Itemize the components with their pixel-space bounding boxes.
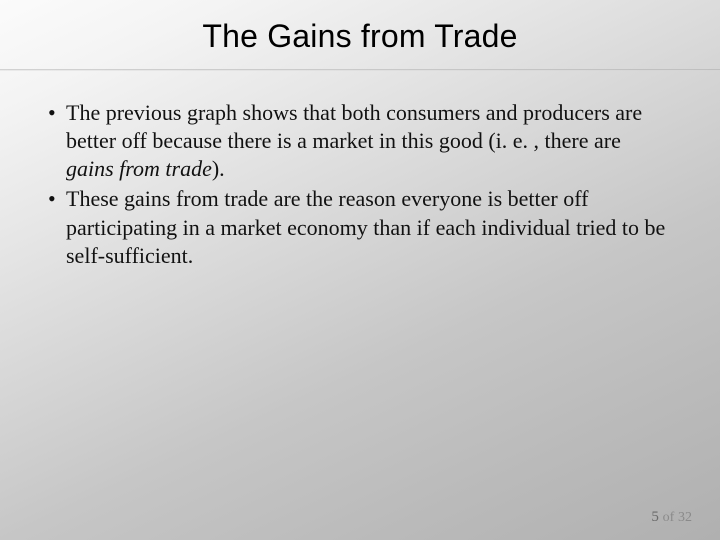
slide-title: The Gains from Trade: [0, 18, 720, 55]
page-current: 5: [651, 509, 659, 525]
slide: The Gains from Trade The previous graph …: [0, 0, 720, 540]
bullet-text-post: ).: [212, 156, 225, 181]
bullet-text-pre: The previous graph shows that both consu…: [66, 100, 642, 153]
bullet-item: These gains from trade are the reason ev…: [48, 185, 672, 269]
page-of: of: [663, 510, 675, 525]
bullet-item: The previous graph shows that both consu…: [48, 99, 672, 183]
page-total: 32: [678, 510, 692, 525]
page-number: 5 of 32: [651, 509, 692, 526]
bullet-text-em: gains from trade: [66, 156, 212, 181]
bullet-list: The previous graph shows that both consu…: [48, 99, 672, 270]
bullet-text-pre: These gains from trade are the reason ev…: [66, 186, 665, 267]
body-area: The previous graph shows that both consu…: [0, 71, 720, 270]
title-area: The Gains from Trade: [0, 0, 720, 55]
